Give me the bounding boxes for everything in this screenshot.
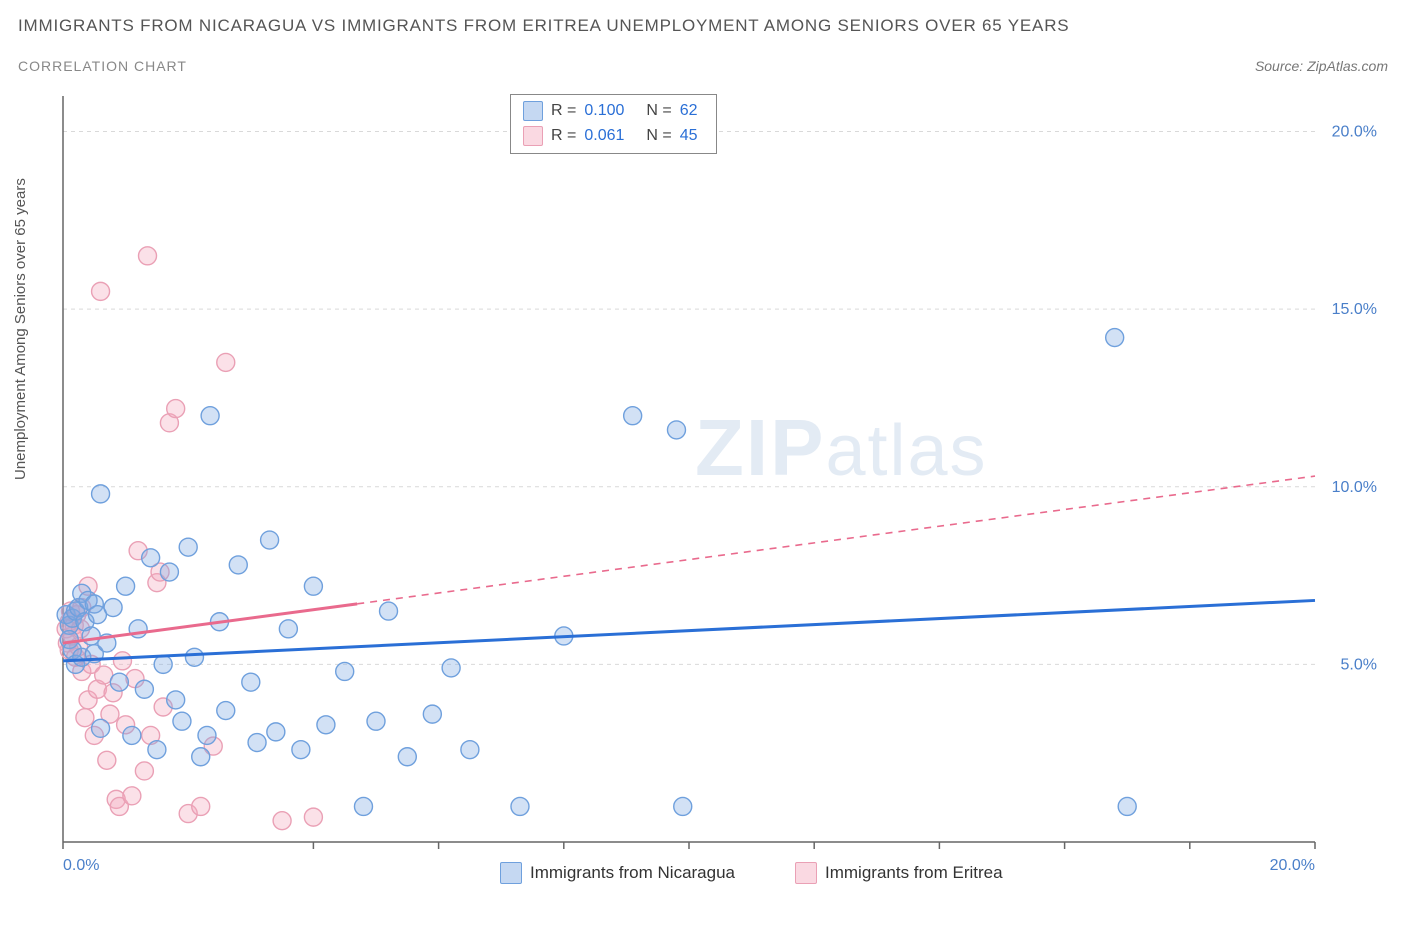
y-axis-label: Unemployment Among Seniors over 65 years [12, 178, 29, 480]
n-value: 45 [680, 124, 698, 149]
svg-text:20.0%: 20.0% [1270, 857, 1315, 874]
correlation-stats-box: R = 0.100 N = 62 R = 0.061 N = 45 [510, 94, 717, 154]
r-label: R = [551, 124, 576, 149]
legend-swatch-icon [795, 862, 817, 884]
r-value: 0.061 [584, 124, 624, 149]
n-label: N = [646, 124, 671, 149]
source-attribution: Source: ZipAtlas.com [1255, 58, 1388, 74]
r-value: 0.100 [584, 99, 624, 124]
r-label: R = [551, 99, 576, 124]
series-swatch-icon [523, 101, 543, 121]
stats-row: R = 0.061 N = 45 [523, 124, 698, 149]
svg-text:0.0%: 0.0% [63, 857, 99, 874]
svg-text:15.0%: 15.0% [1332, 301, 1377, 318]
correlation-chart: 5.0% 10.0% 15.0% 20.0% 0.0% 20.0% ZIPatlas R … [55, 92, 1385, 882]
legend-label: Immigrants from Nicaragua [530, 863, 735, 883]
legend-item-nicaragua: Immigrants from Nicaragua [500, 862, 735, 884]
svg-text:10.0%: 10.0% [1332, 479, 1377, 496]
stats-row: R = 0.100 N = 62 [523, 99, 698, 124]
series-swatch-icon [523, 126, 543, 146]
legend-swatch-icon [500, 862, 522, 884]
n-value: 62 [680, 99, 698, 124]
n-label: N = [646, 99, 671, 124]
legend-item-eritrea: Immigrants from Eritrea [795, 862, 1003, 884]
svg-text:5.0%: 5.0% [1341, 656, 1377, 673]
watermark: ZIPatlas [695, 402, 988, 494]
svg-text:20.0%: 20.0% [1332, 124, 1377, 141]
page-subtitle: CORRELATION CHART [18, 58, 187, 74]
legend-label: Immigrants from Eritrea [825, 863, 1003, 883]
page-title: IMMIGRANTS FROM NICARAGUA VS IMMIGRANTS … [18, 16, 1388, 36]
